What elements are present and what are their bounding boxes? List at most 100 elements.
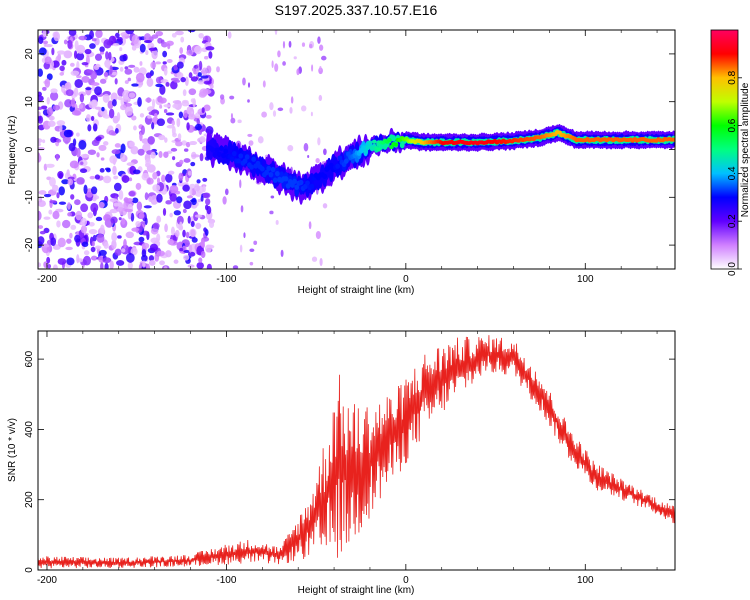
noise-blob: [61, 59, 67, 66]
noise-blob: [190, 229, 196, 237]
noise-blob: [205, 114, 212, 119]
noise-blob: [174, 229, 180, 238]
noise-blob: [162, 207, 167, 216]
noise-blob: [91, 241, 95, 247]
noise-blob: [47, 264, 52, 269]
noise-blob: [76, 147, 81, 158]
noise-blob: [196, 262, 204, 269]
noise-blob: [99, 51, 105, 55]
snr-series-line: [38, 335, 675, 569]
noise-blob: [43, 261, 48, 269]
noise-blob: [185, 231, 190, 239]
noise-blob: [139, 61, 143, 66]
spectrogram-ytick-label: 10: [24, 96, 35, 108]
noise-blob: [128, 92, 136, 99]
noise-blob: [148, 111, 156, 116]
ridge-cell: [386, 137, 392, 143]
ridge-cell: [367, 140, 373, 145]
ridge-cell: [337, 155, 343, 161]
noise-blob: [50, 91, 59, 101]
noise-blob: [136, 201, 143, 211]
noise-blob: [53, 31, 60, 42]
ridge-cell: [270, 166, 276, 173]
noise-blob: [186, 106, 192, 115]
noise-blob: [169, 192, 177, 202]
noise-blob: [110, 216, 118, 224]
noise-blob: [179, 247, 184, 252]
noise-blob: [102, 114, 111, 119]
noise-blob: [117, 95, 123, 101]
noise-blob: [87, 124, 92, 132]
noise-blob: [68, 142, 76, 152]
ridge-cell: [371, 139, 377, 144]
noise-blob: [173, 64, 178, 71]
noise-blob: [81, 75, 90, 83]
noise-blob: [282, 61, 286, 66]
noise-blob: [65, 89, 74, 97]
noise-blob: [196, 118, 200, 126]
noise-blob: [125, 252, 135, 263]
noise-blob: [110, 208, 116, 213]
noise-blob: [100, 157, 105, 161]
noise-blob: [56, 120, 66, 126]
noise-blob: [247, 82, 251, 88]
noise-blob: [204, 55, 209, 60]
noise-blob: [80, 203, 89, 213]
noise-blob: [169, 185, 179, 194]
colorbar: 0.0 0.2 0.4 0.6 0.8 Normalized spectral ampl…: [710, 29, 750, 276]
noise-blob: [91, 38, 97, 42]
ridge-cell: [259, 166, 265, 172]
ridge-cell: [272, 177, 278, 183]
noise-blob: [187, 170, 192, 176]
noise-blob: [80, 161, 84, 165]
noise-blob: [270, 195, 275, 199]
noise-blob: [208, 51, 213, 59]
noise-blob: [177, 133, 182, 140]
noise-blob: [199, 153, 204, 162]
noise-blob: [120, 104, 127, 111]
noise-blob: [287, 144, 294, 152]
noise-blob: [108, 108, 115, 119]
noise-blob: [59, 65, 65, 72]
noise-blob: [38, 115, 44, 124]
noise-blob: [308, 221, 312, 230]
noise-blob: [172, 156, 176, 161]
noise-blob: [191, 154, 200, 158]
noise-blob: [158, 134, 166, 141]
noise-blob: [178, 111, 184, 119]
noise-blob: [189, 140, 198, 146]
noise-blob: [188, 88, 197, 96]
noise-blob: [151, 200, 156, 205]
ridge-cell: [335, 163, 341, 169]
snr-xtick-label: 0: [403, 575, 409, 586]
noise-blob: [105, 51, 109, 60]
noise-blob: [317, 137, 321, 146]
noise-blob: [90, 246, 96, 253]
noise-blob: [128, 191, 136, 197]
noise-blob: [118, 217, 122, 221]
noise-blob: [133, 66, 140, 73]
snr-xtick-label: -100: [216, 575, 236, 586]
noise-blob: [161, 174, 166, 183]
noise-blob: [196, 179, 201, 184]
noise-blob: [124, 103, 133, 107]
noise-blob: [182, 229, 186, 238]
noise-blob: [182, 184, 190, 192]
noise-blob: [59, 72, 64, 76]
noise-blob: [243, 232, 246, 239]
noise-blob: [46, 96, 50, 105]
ridge-cell: [216, 151, 222, 157]
noise-blob: [68, 30, 77, 37]
noise-blob: [110, 92, 118, 102]
colorbar-tick-label: 0.6: [727, 118, 738, 132]
noise-blob: [103, 72, 109, 77]
noise-blob: [148, 259, 156, 266]
noise-blob: [74, 234, 81, 243]
noise-blob: [103, 241, 109, 249]
noise-blob: [158, 150, 163, 158]
noise-blob: [38, 225, 44, 229]
noise-blob: [190, 161, 196, 167]
noise-blob: [99, 78, 107, 84]
snr-panel: -200 -100 0 100 0 200 400 600 Height of straigh…: [7, 330, 676, 596]
noise-blob: [200, 239, 205, 248]
